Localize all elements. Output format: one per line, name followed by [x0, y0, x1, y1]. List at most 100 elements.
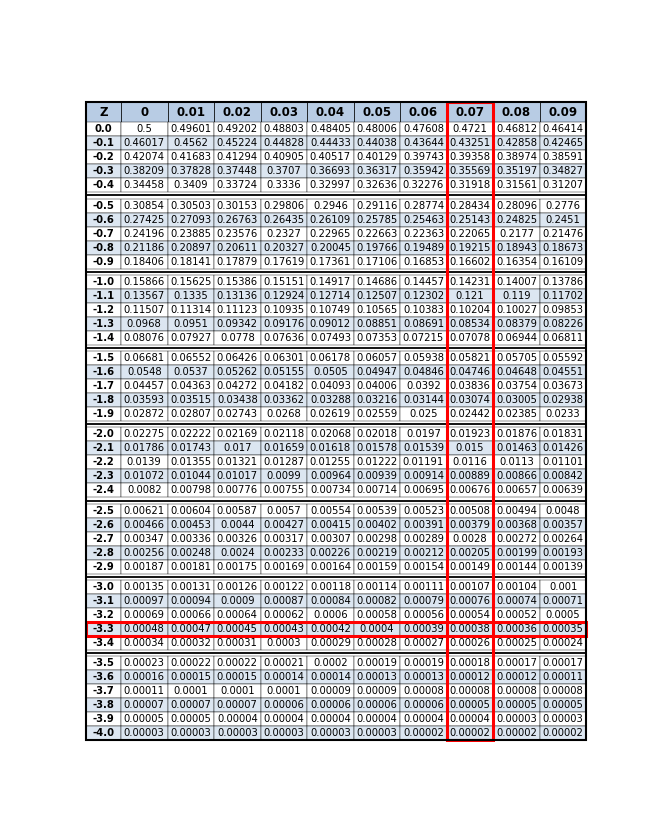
Bar — [260, 351, 307, 365]
Bar — [260, 275, 307, 289]
Bar — [540, 303, 586, 317]
Text: 0.00006: 0.00006 — [356, 701, 398, 711]
Text: 0.00074: 0.00074 — [496, 596, 537, 606]
Bar — [354, 317, 400, 331]
Bar — [86, 102, 121, 123]
Bar — [354, 608, 400, 622]
Bar — [447, 317, 493, 331]
Bar — [167, 532, 214, 545]
Text: 0.4721: 0.4721 — [453, 124, 487, 134]
Bar — [260, 685, 307, 698]
Text: -2.9: -2.9 — [92, 562, 114, 572]
Bar — [260, 441, 307, 455]
Text: 0.20611: 0.20611 — [216, 243, 258, 253]
Bar — [167, 123, 214, 136]
Bar — [540, 594, 586, 608]
Text: 0.23885: 0.23885 — [171, 229, 211, 239]
Text: 0.2946: 0.2946 — [313, 201, 348, 211]
Bar — [167, 164, 214, 178]
Text: 0.16354: 0.16354 — [496, 257, 537, 267]
Bar — [260, 331, 307, 345]
Text: 0.30153: 0.30153 — [217, 201, 258, 211]
Bar — [447, 102, 493, 741]
Text: 0.02118: 0.02118 — [263, 430, 304, 440]
Bar — [121, 504, 167, 518]
Text: 0.0057: 0.0057 — [266, 505, 301, 515]
Text: 0.00066: 0.00066 — [171, 610, 211, 620]
Bar — [447, 428, 493, 441]
Text: 0.04457: 0.04457 — [124, 381, 165, 391]
Text: 0.20045: 0.20045 — [310, 243, 351, 253]
Text: 0.01463: 0.01463 — [496, 444, 537, 454]
Text: 0.00025: 0.00025 — [496, 638, 537, 648]
Text: 0.46812: 0.46812 — [496, 124, 537, 134]
Text: 0.18673: 0.18673 — [543, 243, 584, 253]
Bar — [167, 254, 214, 269]
Bar — [354, 303, 400, 317]
Text: 0.00175: 0.00175 — [216, 562, 258, 572]
Bar — [493, 622, 540, 636]
Text: 0.00062: 0.00062 — [263, 610, 304, 620]
Bar — [447, 227, 493, 240]
Bar — [214, 712, 260, 726]
Text: 0.03288: 0.03288 — [310, 395, 351, 405]
Bar — [260, 532, 307, 545]
Bar — [86, 407, 121, 421]
Text: 0.05155: 0.05155 — [263, 367, 304, 377]
Text: 0.15386: 0.15386 — [216, 277, 258, 287]
Text: -1.5: -1.5 — [92, 353, 115, 363]
Text: 0.06178: 0.06178 — [310, 353, 351, 363]
Text: 0.1335: 0.1335 — [173, 291, 208, 301]
Bar — [307, 289, 354, 303]
Bar — [121, 275, 167, 289]
Text: 0.00219: 0.00219 — [356, 548, 398, 558]
Bar — [354, 671, 400, 685]
Text: 0.00038: 0.00038 — [449, 624, 491, 634]
Bar — [260, 254, 307, 269]
Text: 0.00144: 0.00144 — [496, 562, 537, 572]
Text: 0.00022: 0.00022 — [171, 658, 211, 668]
Bar — [307, 379, 354, 393]
Bar — [260, 164, 307, 178]
Text: 0.32276: 0.32276 — [403, 180, 444, 190]
Text: 0.00016: 0.00016 — [124, 672, 165, 682]
Text: 0.00007: 0.00007 — [124, 701, 165, 711]
Text: 0.08379: 0.08379 — [496, 319, 537, 329]
Bar — [86, 441, 121, 455]
Bar — [260, 393, 307, 407]
Bar — [86, 455, 121, 470]
Bar — [214, 671, 260, 685]
Text: 0.39743: 0.39743 — [403, 153, 444, 163]
Text: 0.00714: 0.00714 — [356, 485, 398, 495]
Text: 0.05705: 0.05705 — [496, 353, 537, 363]
Bar — [540, 365, 586, 379]
Bar — [447, 303, 493, 317]
Bar — [86, 545, 121, 560]
Bar — [354, 484, 400, 497]
Bar — [540, 331, 586, 345]
Bar — [354, 636, 400, 650]
Bar — [121, 545, 167, 560]
Text: 0.33724: 0.33724 — [217, 180, 258, 190]
Text: 0.0099: 0.0099 — [266, 471, 301, 481]
Bar — [214, 198, 260, 213]
Bar — [167, 289, 214, 303]
Bar — [260, 622, 307, 636]
Bar — [493, 331, 540, 345]
Text: 0.16109: 0.16109 — [543, 257, 584, 267]
Text: 0.3336: 0.3336 — [266, 180, 301, 190]
Text: -1.7: -1.7 — [92, 381, 115, 391]
Bar — [493, 656, 540, 671]
Text: 0.18943: 0.18943 — [496, 243, 537, 253]
Bar — [86, 198, 121, 213]
Bar — [307, 518, 354, 532]
Bar — [540, 317, 586, 331]
Bar — [400, 428, 447, 441]
Bar — [86, 331, 121, 345]
Text: -1.0: -1.0 — [92, 277, 115, 287]
Bar — [214, 213, 260, 227]
Bar — [400, 407, 447, 421]
Bar — [86, 532, 121, 545]
Text: 0.35569: 0.35569 — [449, 166, 491, 176]
Text: 0.00326: 0.00326 — [217, 534, 258, 544]
